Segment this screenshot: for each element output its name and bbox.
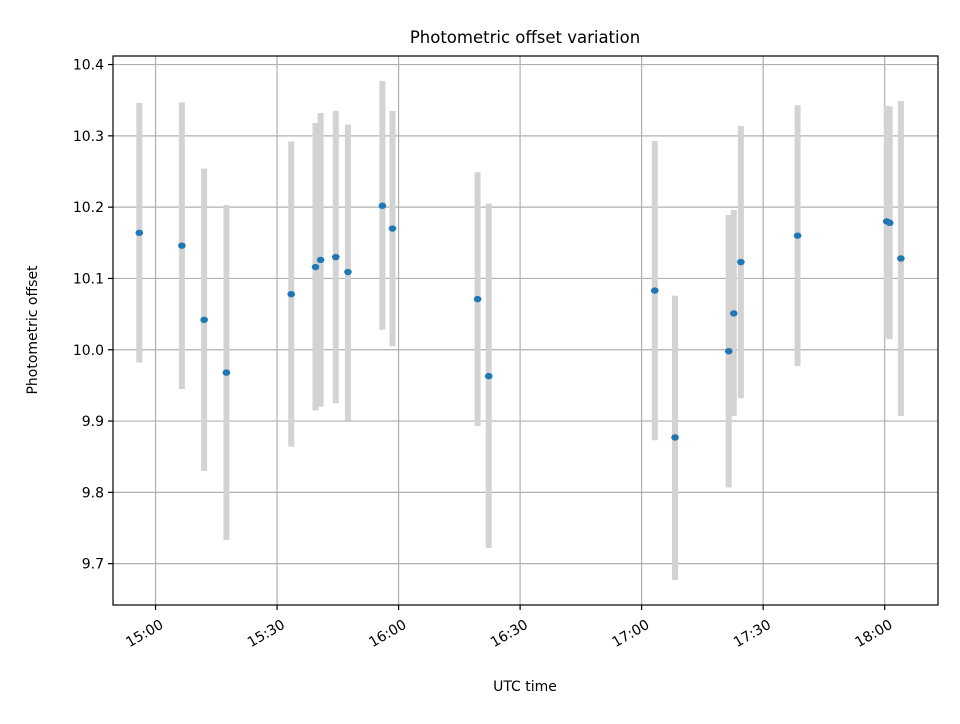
y-tick-label: 10.4 (73, 58, 104, 74)
data-point (473, 295, 482, 303)
chart-title: Photometric offset variation (410, 28, 640, 47)
data-point (897, 255, 905, 262)
data-point (222, 369, 231, 376)
data-point (378, 202, 387, 209)
data-point (200, 316, 208, 324)
y-tick-label: 10.1 (73, 271, 104, 287)
data-point (737, 258, 745, 266)
y-tick-label: 10.2 (73, 200, 104, 216)
y-tick-label: 9.9 (82, 414, 104, 430)
data-point (135, 229, 144, 237)
data-point (650, 287, 659, 294)
y-tick-label: 10.3 (73, 129, 104, 145)
data-point (178, 242, 186, 249)
data-point (344, 268, 352, 276)
data-point (885, 219, 894, 227)
y-axis-label: Photometric offset (25, 265, 41, 395)
data-point (724, 347, 733, 355)
data-point (316, 256, 325, 264)
y-tick-label: 10.0 (73, 343, 104, 359)
plot-frame (112, 55, 939, 606)
y-tick-label: 9.8 (82, 485, 104, 501)
data-point (331, 253, 340, 261)
data-point (484, 372, 493, 380)
data-point (311, 263, 320, 271)
data-point (287, 290, 296, 298)
data-point (729, 310, 738, 317)
x-axis-label: UTC time (493, 679, 557, 695)
data-point (671, 434, 679, 441)
data-point (388, 225, 397, 232)
data-points (135, 202, 905, 441)
data-point (793, 232, 802, 239)
y-tick-label: 9.7 (82, 557, 104, 573)
